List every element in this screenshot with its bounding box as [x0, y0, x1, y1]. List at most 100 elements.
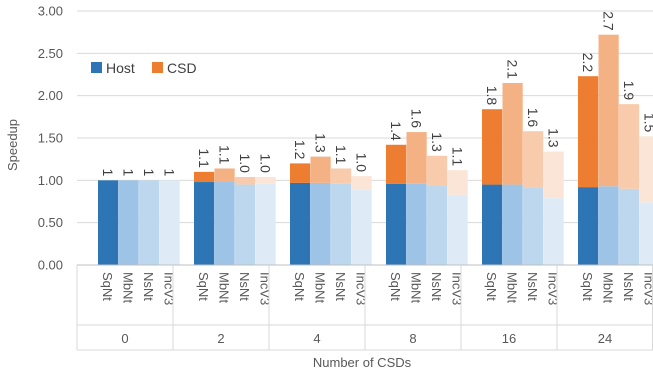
- host-bar: [331, 183, 352, 265]
- csd-bar: [598, 34, 619, 187]
- csd-bar: [619, 104, 640, 189]
- host-bar: [159, 180, 180, 265]
- csd-bar: [310, 156, 331, 183]
- csd-bar: [386, 144, 407, 184]
- csd-bar: [502, 82, 523, 185]
- host-bar: [214, 182, 235, 265]
- category-label: IncV3: [354, 272, 369, 305]
- legend-label: Host: [106, 60, 135, 76]
- legend-label: CSD: [167, 60, 197, 76]
- y-tick-label: 2.00: [38, 88, 63, 103]
- category-label: NsNt: [141, 272, 156, 301]
- csd-bar: [235, 176, 256, 185]
- category-label: MbNt: [313, 272, 328, 303]
- host-bar: [194, 182, 215, 265]
- data-label: 1.5: [642, 113, 653, 133]
- category-label: MbNt: [601, 272, 616, 303]
- category-label: IncV3: [450, 272, 465, 305]
- data-label: 1.1: [217, 145, 233, 165]
- group-label: 4: [313, 331, 320, 346]
- host-bar: [118, 180, 139, 265]
- category-label: NsNt: [237, 272, 252, 301]
- host-bar: [598, 186, 619, 265]
- csd-bar: [194, 171, 215, 183]
- data-label: 2.2: [580, 53, 596, 73]
- data-label: 1.0: [237, 153, 253, 173]
- category-label: NsNt: [429, 272, 444, 301]
- y-axis-title: Speedup: [5, 119, 20, 171]
- category-label: MbNt: [505, 272, 520, 303]
- group-label: 2: [217, 331, 224, 346]
- y-tick-label: 0.50: [38, 215, 63, 230]
- group-label: 16: [502, 331, 516, 346]
- group-label: 8: [409, 331, 416, 346]
- csd-bar: [290, 163, 311, 183]
- host-bar: [447, 194, 468, 265]
- host-bar: [639, 202, 653, 265]
- csd-bar: [639, 136, 653, 203]
- category-label: NsNt: [525, 272, 540, 301]
- y-tick-label: 1.00: [38, 173, 63, 188]
- data-label: 1.8: [484, 86, 500, 106]
- category-label: SqNt: [388, 272, 403, 301]
- host-bar: [98, 180, 119, 265]
- data-label: 1.0: [354, 153, 370, 173]
- group-label: 0: [121, 331, 128, 346]
- y-tick-label: 1.50: [38, 131, 63, 146]
- category-label: SqNt: [484, 272, 499, 301]
- host-bar: [235, 184, 256, 265]
- category-label: IncV3: [546, 272, 561, 305]
- host-bar: [406, 183, 427, 265]
- data-label: 1.6: [525, 108, 541, 128]
- csd-bar: [406, 132, 427, 184]
- csd-bar: [523, 131, 544, 188]
- category-label: SqNt: [580, 272, 595, 301]
- data-label: 1.3: [313, 133, 329, 153]
- y-tick-label: 3.00: [38, 4, 63, 19]
- host-bar: [386, 183, 407, 265]
- legend-swatch: [152, 62, 163, 73]
- csd-bar: [447, 170, 468, 195]
- host-bar: [578, 187, 599, 265]
- y-axis: 0.00 0.50 1.00 1.50 2.00 2.50 3.00: [38, 4, 63, 273]
- host-bar: [139, 180, 160, 265]
- host-bar: [523, 187, 544, 265]
- csd-bar: [214, 168, 235, 183]
- category-label: MbNt: [217, 272, 232, 303]
- y-tick-label: 0.00: [38, 258, 63, 273]
- category-label: SqNt: [100, 272, 115, 301]
- category-label: SqNt: [196, 272, 211, 301]
- data-label: 1.6: [409, 109, 425, 129]
- category-label: IncV3: [258, 272, 273, 305]
- data-label: 1.1: [333, 145, 349, 165]
- y-tick-label: 2.50: [38, 46, 63, 61]
- category-label: MbNt: [409, 272, 424, 303]
- host-bar: [310, 182, 331, 265]
- csd-bar: [427, 155, 448, 186]
- category-label: NsNt: [333, 272, 348, 301]
- csd-bar: [255, 176, 276, 184]
- data-label: 2.1: [505, 59, 521, 79]
- csd-bar: [331, 168, 352, 184]
- csd-bar: [543, 151, 564, 199]
- host-bar: [255, 183, 276, 265]
- csd-bar: [578, 76, 599, 188]
- data-label: 1: [162, 169, 178, 177]
- category-label: NsNt: [621, 272, 636, 301]
- host-bar: [290, 182, 311, 265]
- data-label: 1.2: [292, 140, 308, 160]
- category-label: SqNt: [292, 272, 307, 301]
- legend-swatch: [91, 62, 102, 73]
- legend: Host CSD: [91, 60, 197, 76]
- data-label: 1.3: [546, 128, 562, 148]
- data-label: 1.9: [621, 81, 637, 101]
- x-axis: SqNt MbNt NsNt IncV3 0 SqNt MbNt NsNt IncV3 2 SqNt…: [76, 264, 653, 351]
- bar-series: 1 1 1 11.1 1.1 1.0 1.01.2 1.31.1 1.01.41.61.31.1…: [98, 11, 653, 265]
- host-bar: [351, 189, 372, 265]
- data-label: 1: [100, 169, 116, 177]
- data-label: 1.4: [388, 121, 404, 141]
- data-label: 1: [121, 169, 137, 177]
- data-label: 1.1: [450, 147, 466, 167]
- host-bar: [482, 184, 503, 265]
